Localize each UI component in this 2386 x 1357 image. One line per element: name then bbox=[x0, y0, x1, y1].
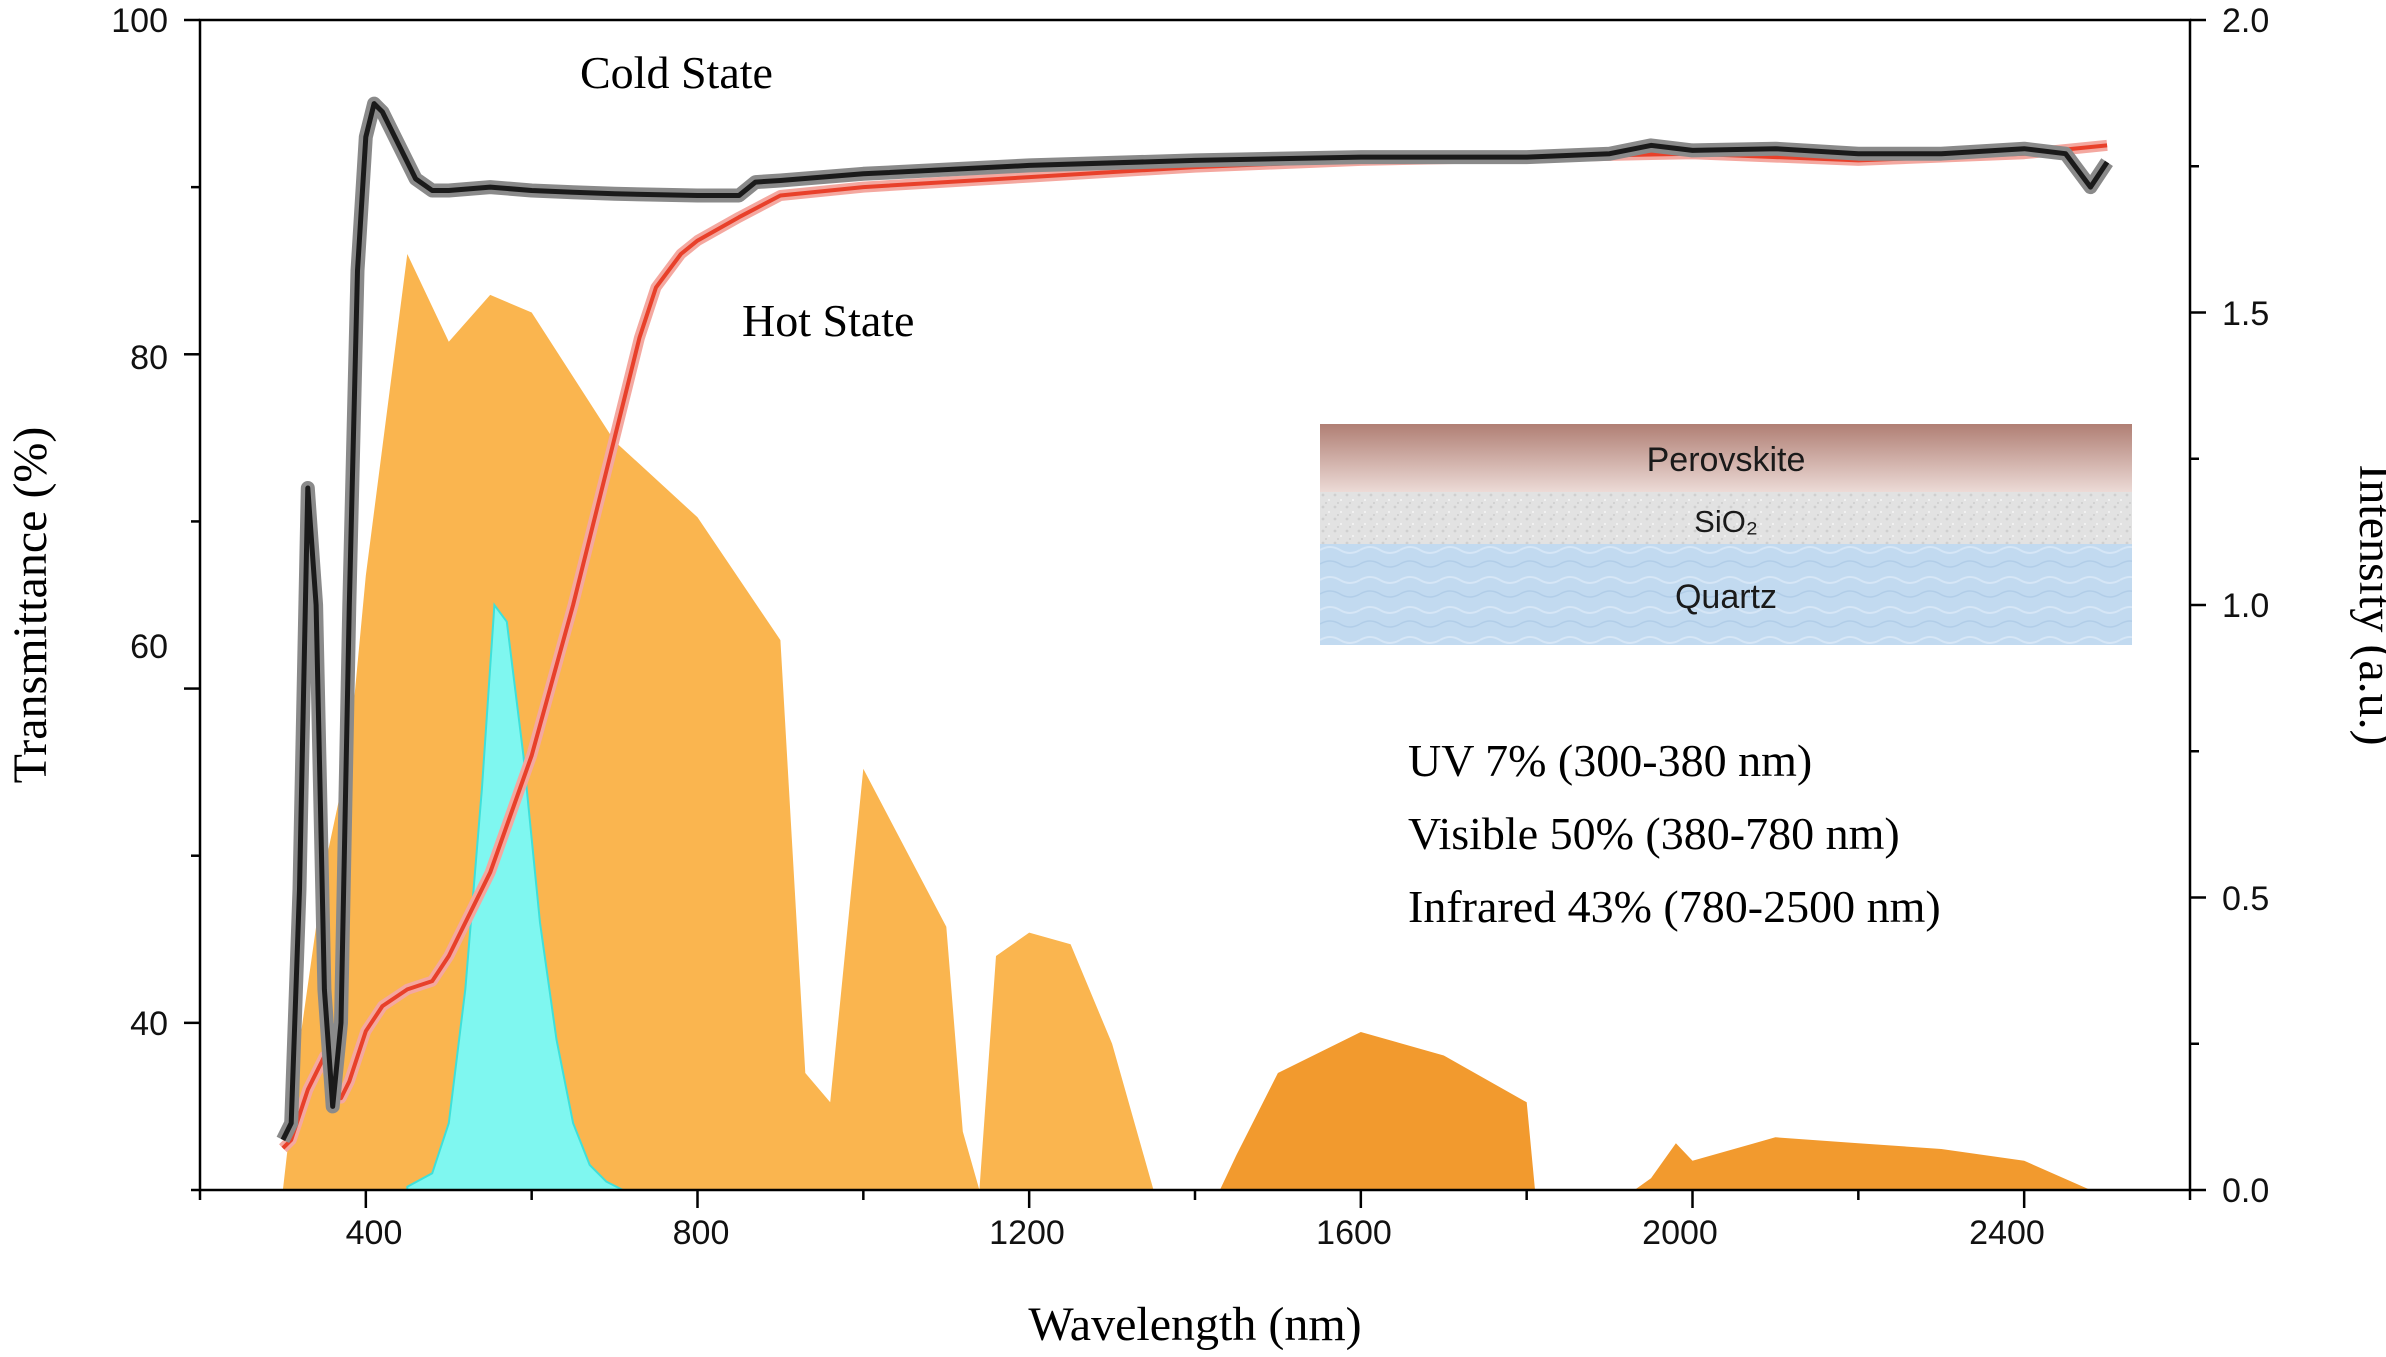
x-tick-label: 800 bbox=[673, 1214, 730, 1252]
x-tick-label: 1600 bbox=[1316, 1214, 1392, 1252]
y2-tick-label: 1.5 bbox=[2222, 295, 2269, 333]
sio2-layer bbox=[1320, 492, 2132, 544]
photopic-response-area bbox=[406, 602, 624, 1190]
y-tick-label: 100 bbox=[111, 2, 168, 40]
y-tick-label: 40 bbox=[130, 1005, 168, 1043]
sio2-label: SiO₂ bbox=[1694, 504, 1758, 539]
y2-axis-label: Intensity (a.u.) bbox=[2349, 464, 2386, 745]
layer-stack-inset: Perovskite SiO₂ Quartz bbox=[1320, 424, 2132, 645]
x-tick-label: 2000 bbox=[1642, 1214, 1718, 1252]
cold-state-label: Cold State bbox=[580, 47, 773, 98]
y-axis-label: Transmittance (%) bbox=[4, 427, 57, 784]
y-tick-labels: 40 60 80 100 bbox=[111, 2, 168, 1043]
quartz-layer bbox=[1320, 544, 2132, 645]
solar-spectrum-visible-area bbox=[282, 254, 1171, 1190]
quartz-label: Quartz bbox=[1675, 578, 1777, 616]
spectrum-share-annotations: UV 7% (300-380 nm) Visible 50% (380-780 … bbox=[1408, 735, 1941, 932]
perovskite-layer bbox=[1320, 424, 2132, 492]
x-tick-labels: 400 800 1200 1600 2000 2400 bbox=[346, 1214, 2045, 1252]
tick-marks bbox=[184, 18, 2206, 1208]
perovskite-label: Perovskite bbox=[1647, 441, 1806, 479]
x-tick-label: 400 bbox=[346, 1214, 403, 1252]
visible-share-label: Visible 50% (380-780 nm) bbox=[1408, 808, 1900, 859]
y2-tick-labels: 0.0 0.5 1.0 1.5 2.0 bbox=[2222, 2, 2269, 1210]
y-tick-label: 60 bbox=[130, 628, 168, 666]
x-tick-label: 2400 bbox=[1969, 1214, 2045, 1252]
x-axis-label: Wavelength (nm) bbox=[1028, 1298, 1361, 1351]
uv-share-label: UV 7% (300-380 nm) bbox=[1408, 735, 1812, 786]
cold-state-curve bbox=[280, 101, 2110, 1142]
y2-tick-label: 0.0 bbox=[2222, 1172, 2269, 1210]
x-tick-label: 1200 bbox=[989, 1214, 1065, 1252]
y2-tick-label: 0.5 bbox=[2222, 880, 2269, 918]
y2-tick-label: 2.0 bbox=[2222, 2, 2269, 40]
infrared-share-label: Infrared 43% (780-2500 nm) bbox=[1408, 881, 1941, 932]
hot-state-label: Hot State bbox=[742, 295, 914, 346]
y2-tick-label: 1.0 bbox=[2222, 587, 2269, 625]
y-tick-label: 80 bbox=[130, 339, 168, 377]
solar-spectrum-infrared-area bbox=[1153, 1032, 2108, 1190]
